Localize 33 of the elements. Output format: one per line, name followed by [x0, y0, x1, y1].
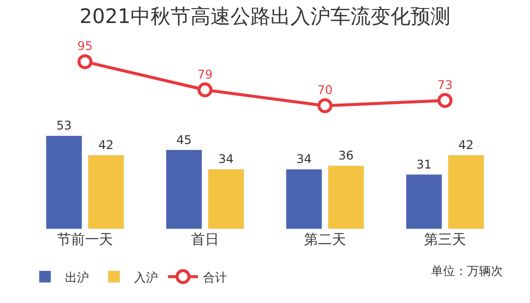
x-tick-label: 节前一天 — [57, 232, 113, 248]
point — [78, 54, 92, 70]
data-label: 42 — [98, 138, 114, 152]
data-label: 79 — [197, 67, 213, 82]
bar — [406, 174, 442, 229]
data-label: 36 — [338, 148, 354, 163]
bar — [166, 150, 202, 229]
data-label: 70 — [317, 83, 333, 98]
data-label: 34 — [218, 152, 234, 166]
bar — [208, 168, 244, 229]
bar — [46, 135, 82, 229]
bar — [328, 165, 364, 229]
data-label: 45 — [176, 132, 192, 147]
data-label: 42 — [458, 138, 474, 152]
point — [438, 92, 452, 108]
data-label: 53 — [56, 118, 72, 133]
x-tick-label: 首日 — [191, 232, 219, 248]
bar — [448, 154, 484, 229]
bar — [88, 154, 124, 229]
legend-label: 合计 — [203, 270, 227, 284]
data-label: 31 — [416, 157, 432, 172]
data-label: 34 — [296, 152, 312, 166]
point — [318, 98, 332, 114]
x-tick-label: 第二天 — [304, 232, 346, 248]
data-label: 73 — [437, 78, 453, 92]
bar — [286, 168, 322, 229]
data-label: 95 — [77, 39, 93, 54]
x-tick-label: 第三天 — [424, 232, 466, 248]
legend-label: 入沪 — [134, 270, 158, 284]
text: 单位：万辆次 — [431, 264, 503, 278]
chart-title: 2021中秋节高速公路出入沪车流变化预测 — [80, 4, 450, 28]
legend-label: 出沪 — [65, 270, 89, 284]
point — [198, 82, 212, 98]
